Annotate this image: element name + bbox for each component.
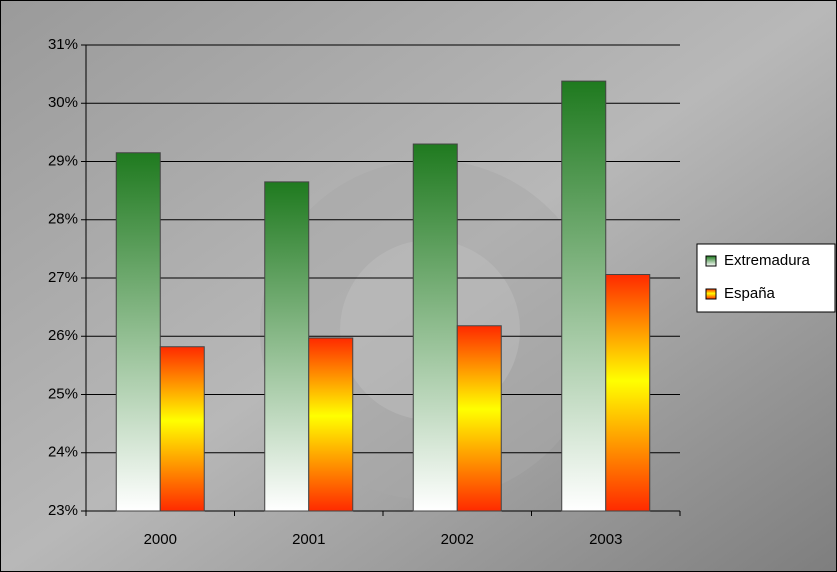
- y-tick-label: 25%: [48, 385, 78, 402]
- y-tick-label: 31%: [48, 36, 78, 53]
- bar: [308, 337, 354, 512]
- x-tick-label: 2001: [292, 531, 325, 548]
- legend-label: Extremadura: [724, 252, 811, 269]
- y-tick-label: 30%: [48, 94, 78, 111]
- legend-swatch: [705, 255, 717, 267]
- y-tick-label: 23%: [48, 502, 78, 519]
- bar: [115, 152, 161, 512]
- bar: [264, 181, 310, 512]
- y-tick-label: 26%: [48, 327, 78, 344]
- bar: [605, 274, 651, 512]
- bar: [456, 325, 502, 512]
- y-tick-label: 28%: [48, 211, 78, 228]
- legend-box: [696, 243, 836, 313]
- bar: [412, 143, 458, 512]
- legend-swatch: [705, 288, 717, 300]
- x-tick-label: 2000: [144, 531, 177, 548]
- x-tick-label: 2003: [589, 531, 622, 548]
- y-tick-label: 29%: [48, 152, 78, 169]
- x-tick-label: 2002: [441, 531, 474, 548]
- y-tick-label: 24%: [48, 444, 78, 461]
- y-tick-label: 27%: [48, 269, 78, 286]
- bar: [561, 80, 607, 512]
- legend-label: España: [724, 285, 776, 302]
- bar: [159, 346, 205, 512]
